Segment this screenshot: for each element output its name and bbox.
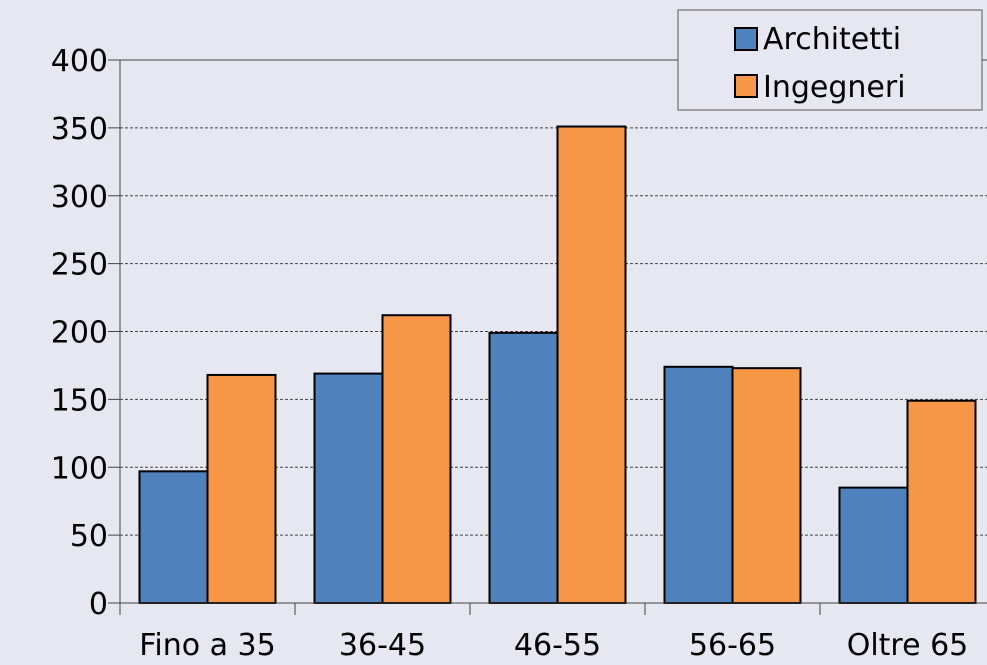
y-tick-label-400: 400 xyxy=(51,44,108,79)
bar-ingegneri-0 xyxy=(206,373,277,604)
bar-ingegneri-3 xyxy=(731,367,802,604)
y-tick-label-350: 350 xyxy=(51,112,108,147)
legend: Architetti Ingegneri xyxy=(677,9,983,111)
y-tick-label-100: 100 xyxy=(51,451,108,486)
bar-architetti-3 xyxy=(663,365,734,605)
bar-architetti-1 xyxy=(313,372,384,604)
y-tick-label-300: 300 xyxy=(51,180,108,215)
y-tick-labels: 0 50 100 150 200 250 300 350 400 xyxy=(51,44,108,622)
x-tick-label-1: 36-45 xyxy=(339,628,426,663)
y-tick-label-50: 50 xyxy=(70,519,108,554)
x-tick-label-4: Oltre 65 xyxy=(847,628,969,663)
x-tick-label-0: Fino a 35 xyxy=(139,628,275,663)
bar-architetti-0 xyxy=(138,470,209,605)
legend-swatch-architetti xyxy=(734,27,758,51)
legend-label-ingegneri: Ingegneri xyxy=(763,70,906,105)
legend-swatch-ingegneri xyxy=(734,74,758,98)
y-tick-label-0: 0 xyxy=(89,587,108,622)
x-tick-label-2: 46-55 xyxy=(514,628,601,663)
bar-ingegneri-1 xyxy=(381,314,452,604)
legend-box xyxy=(677,9,983,111)
y-tick-label-150: 150 xyxy=(51,383,108,418)
bar-architetti-2 xyxy=(488,331,559,604)
x-tick-label-3: 56-65 xyxy=(689,628,776,663)
legend-label-architetti: Architetti xyxy=(763,22,901,57)
bar-architetti-4 xyxy=(838,486,909,604)
y-tick-label-250: 250 xyxy=(51,248,108,283)
x-tick-labels: Fino a 35 36-45 46-55 56-65 Oltre 65 xyxy=(139,628,968,663)
y-tick-label-200: 200 xyxy=(51,316,108,351)
bar-ingegneri-4 xyxy=(906,399,977,605)
bar-ingegneri-2 xyxy=(556,125,627,605)
